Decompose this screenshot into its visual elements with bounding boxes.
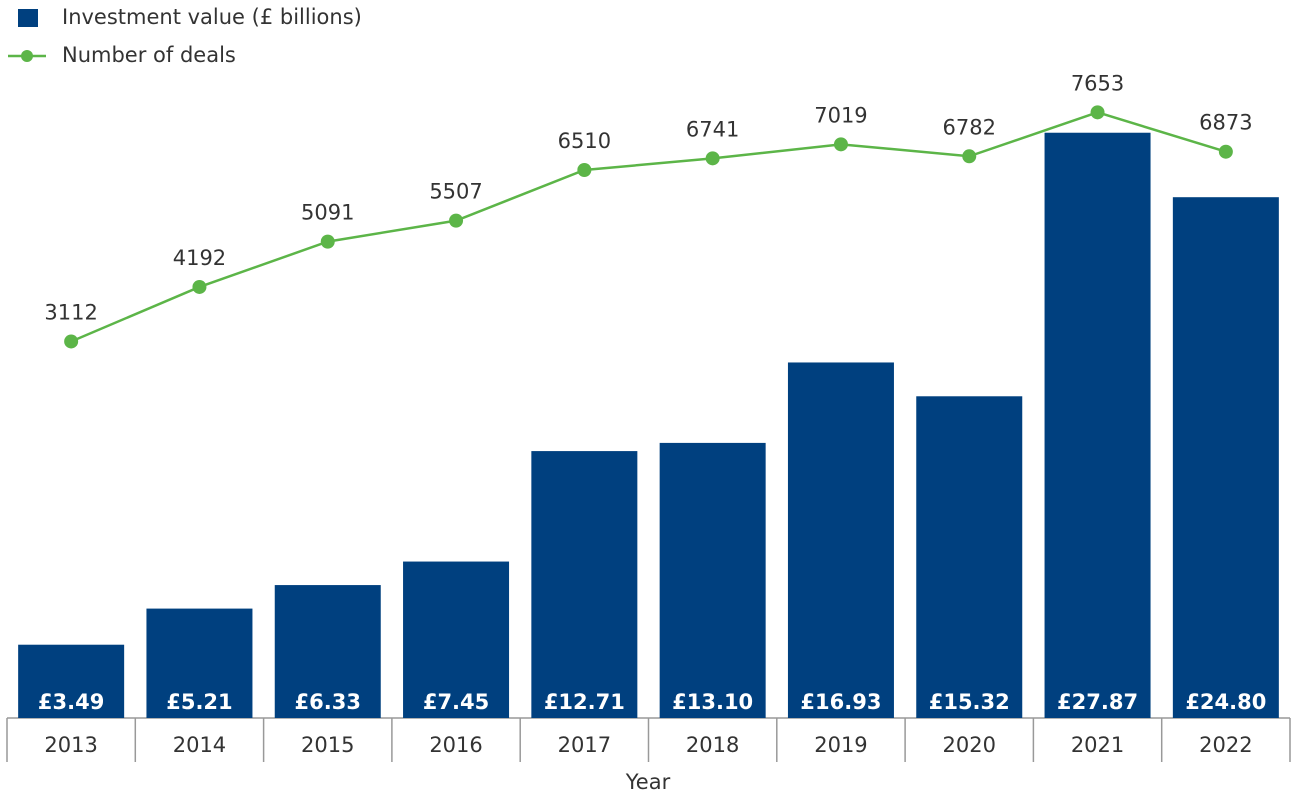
x-tick-label: 2022 <box>1199 733 1252 757</box>
line-value-label: 5091 <box>301 201 354 225</box>
bar-value-label: £5.21 <box>166 690 232 714</box>
line-value-label: 6873 <box>1199 111 1252 135</box>
line-marker <box>1218 144 1233 159</box>
line-value-label: 3112 <box>44 300 97 324</box>
line-marker <box>1090 105 1105 120</box>
line-marker <box>833 137 848 152</box>
bar-value-label: £6.33 <box>295 690 361 714</box>
bar <box>403 561 510 718</box>
legend-swatch-bar <box>18 9 38 27</box>
line-marker <box>962 149 977 164</box>
bar-value-label: £13.10 <box>672 690 753 714</box>
line-marker <box>320 234 335 249</box>
bar <box>146 608 253 718</box>
bar-value-label: £27.87 <box>1057 690 1138 714</box>
bar-value-label: £7.45 <box>423 690 489 714</box>
bar <box>18 644 125 718</box>
bar <box>787 362 894 718</box>
line-value-label: 6510 <box>558 129 611 153</box>
x-tick-label: 2013 <box>44 733 97 757</box>
line-marker <box>577 163 592 178</box>
bar-value-label: £24.80 <box>1185 690 1266 714</box>
x-tick-label: 2018 <box>686 733 739 757</box>
bar <box>274 585 381 718</box>
line-value-label: 6782 <box>943 115 996 139</box>
line-value-label: 6741 <box>686 117 739 141</box>
legend-swatch-marker <box>21 50 33 62</box>
line-marker <box>192 279 207 294</box>
bar-value-label: £3.49 <box>38 690 104 714</box>
x-tick-label: 2016 <box>429 733 482 757</box>
line-marker <box>449 213 464 228</box>
bar-value-label: £15.32 <box>929 690 1010 714</box>
legend-label: Investment value (£ billions) <box>62 5 362 29</box>
bar-value-label: £16.93 <box>800 690 881 714</box>
legend-label: Number of deals <box>62 43 236 67</box>
x-tick-label: 2021 <box>1071 733 1124 757</box>
x-tick-label: 2014 <box>173 733 226 757</box>
line-value-label: 7019 <box>814 103 867 127</box>
x-tick-label: 2019 <box>814 733 867 757</box>
bar <box>1172 197 1279 718</box>
bar <box>1044 132 1151 719</box>
x-tick-label: 2020 <box>943 733 996 757</box>
line-marker <box>705 151 720 166</box>
bar-value-label: £12.71 <box>544 690 625 714</box>
line-value-label: 4192 <box>173 246 226 270</box>
x-axis-label: Year <box>625 770 671 794</box>
line-value-label: 5507 <box>429 180 482 204</box>
bar <box>659 442 766 718</box>
bar <box>531 451 638 718</box>
line-value-label: 7653 <box>1071 71 1124 95</box>
line <box>70 111 1227 343</box>
bar <box>916 396 1023 718</box>
line-marker <box>64 334 79 349</box>
x-tick-label: 2017 <box>558 733 611 757</box>
x-tick-label: 2015 <box>301 733 354 757</box>
